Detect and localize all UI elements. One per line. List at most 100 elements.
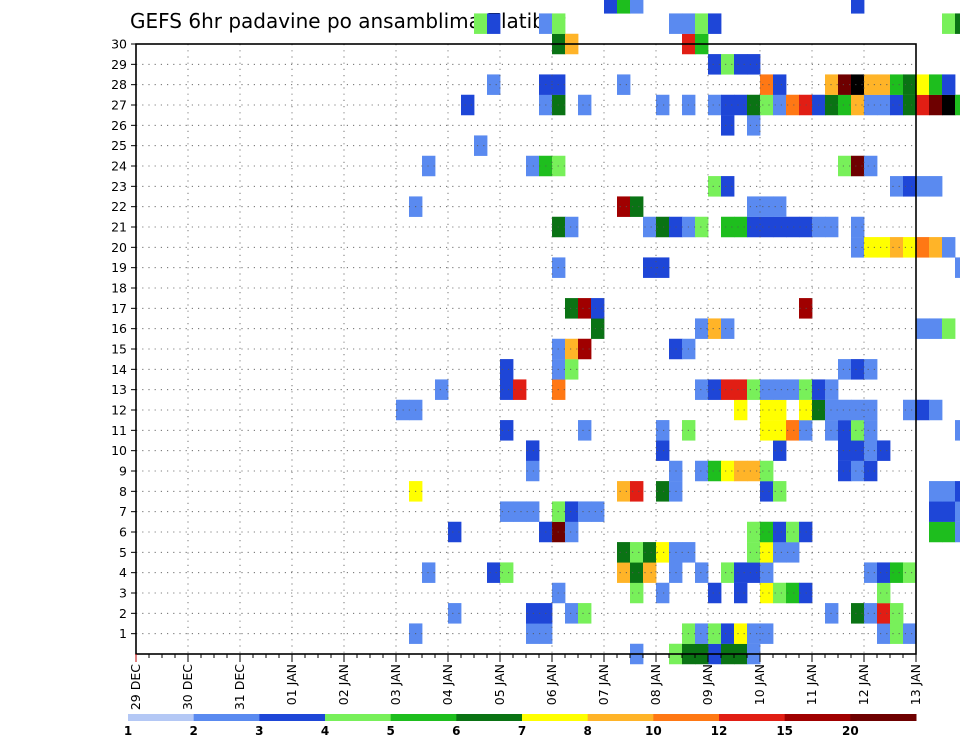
heatmap-cell	[734, 399, 748, 421]
y-tick-label: 23	[111, 179, 127, 194]
heatmap-cell	[630, 542, 644, 563]
heatmap-cell	[760, 582, 774, 604]
heatmap-cell	[929, 237, 943, 258]
chart-title: GEFS 6hr padavine po ansamblima Zlatibor	[130, 9, 566, 33]
heatmap-cell	[656, 481, 670, 502]
heatmap-cell	[565, 216, 579, 238]
x-tick-label: 31 DEC	[232, 664, 247, 710]
heatmap-cell	[760, 623, 774, 644]
heatmap-cell	[695, 379, 709, 400]
heatmap-cell	[734, 216, 748, 238]
heatmap-cell	[721, 94, 735, 116]
heatmap-cell	[955, 501, 960, 522]
heatmap-cell	[760, 216, 774, 238]
heatmap-cell	[747, 521, 761, 543]
heatmap-cell	[487, 562, 501, 583]
heatmap-cell	[773, 94, 787, 116]
y-tick-label: 17	[111, 301, 127, 316]
heatmap-cell	[747, 542, 761, 563]
legend-swatch	[850, 714, 917, 721]
heatmap-cell	[929, 74, 943, 95]
heatmap-cell	[942, 481, 956, 502]
heatmap-cell	[955, 481, 960, 502]
heatmap-cell	[708, 13, 722, 34]
legend-swatch	[456, 714, 523, 721]
heatmap-cell	[617, 481, 631, 502]
heatmap-cell	[708, 318, 722, 339]
legend-label: 7	[518, 724, 526, 738]
heatmap-cell	[864, 420, 878, 441]
heatmap-cell	[864, 74, 878, 95]
heatmap-cell	[630, 196, 644, 217]
heatmap-cell	[942, 521, 956, 543]
x-tick-label: 03 JAN	[388, 664, 403, 705]
heatmap-cell	[851, 74, 865, 95]
heatmap-cell	[526, 623, 540, 644]
heatmap-cell	[773, 521, 787, 543]
x-tick-label: 01 JAN	[284, 664, 299, 705]
heatmap-cell	[877, 562, 891, 583]
heatmap-cell	[825, 94, 839, 116]
heatmap-cell	[552, 13, 566, 34]
heatmap-cell	[773, 399, 787, 421]
legend-label: 6	[452, 724, 460, 738]
y-tick-label: 13	[111, 382, 127, 397]
heatmap-cell	[630, 0, 644, 14]
heatmap-cell	[890, 176, 904, 197]
legend-label: 10	[645, 724, 662, 738]
y-tick-label: 24	[111, 159, 127, 174]
y-tick-label: 19	[111, 260, 127, 275]
y-tick-label: 4	[119, 565, 127, 580]
heatmap-cell	[591, 318, 605, 339]
heatmap-cell	[864, 399, 878, 421]
heatmap-cell	[695, 216, 709, 238]
heatmap-cell	[526, 155, 540, 177]
heatmap-cell	[578, 603, 592, 624]
heatmap-cell	[825, 603, 839, 624]
heatmap-cell	[565, 603, 579, 624]
legend-swatch	[522, 714, 589, 721]
heatmap-cell	[838, 440, 852, 461]
heatmap-cell	[929, 521, 943, 543]
y-tick-label: 27	[111, 98, 127, 113]
y-tick-label: 7	[119, 504, 127, 519]
heatmap-cell	[747, 196, 761, 217]
y-tick-label: 11	[111, 423, 127, 438]
heatmap-cell	[851, 399, 865, 421]
heatmap-cell	[526, 460, 540, 482]
heatmap-cell	[760, 460, 774, 482]
heatmap-cell	[890, 74, 904, 95]
heatmap-cell	[435, 379, 449, 400]
heatmap-cell	[695, 623, 709, 644]
heatmap-cell	[695, 562, 709, 583]
legend-label: 12	[711, 724, 728, 738]
heatmap-cell	[656, 542, 670, 563]
heatmap-cell	[851, 237, 865, 258]
heatmap-cell	[487, 13, 501, 34]
y-axis: 1234567891011121314151617181920212223242…	[111, 37, 136, 641]
y-tick-label: 20	[111, 240, 127, 255]
y-tick-label: 26	[111, 118, 127, 133]
legend-label: 15	[776, 724, 793, 738]
x-tick-label: 11 JAN	[804, 664, 819, 705]
y-tick-label: 15	[111, 342, 127, 357]
grid-lines	[136, 43, 916, 654]
y-tick-label: 8	[119, 484, 127, 499]
heatmap-cell	[617, 0, 631, 14]
x-tick-label: 09 JAN	[700, 664, 715, 705]
heatmap-cell	[903, 237, 917, 258]
heatmap-cell	[851, 94, 865, 116]
heatmap-cell	[773, 582, 787, 604]
heatmap-cell	[760, 542, 774, 563]
heatmap-cell	[864, 359, 878, 380]
heatmap-cell	[851, 603, 865, 624]
heatmap-cell	[851, 0, 865, 14]
heatmap-cell	[929, 501, 943, 522]
x-tick-label: 13 JAN	[908, 664, 923, 705]
y-tick-label: 18	[111, 281, 127, 296]
heatmap-cell	[825, 399, 839, 421]
x-tick-label: 30 DEC	[180, 664, 195, 710]
heatmap-cell	[864, 460, 878, 482]
heatmap-cell	[825, 379, 839, 400]
heatmap-cell	[565, 521, 579, 543]
